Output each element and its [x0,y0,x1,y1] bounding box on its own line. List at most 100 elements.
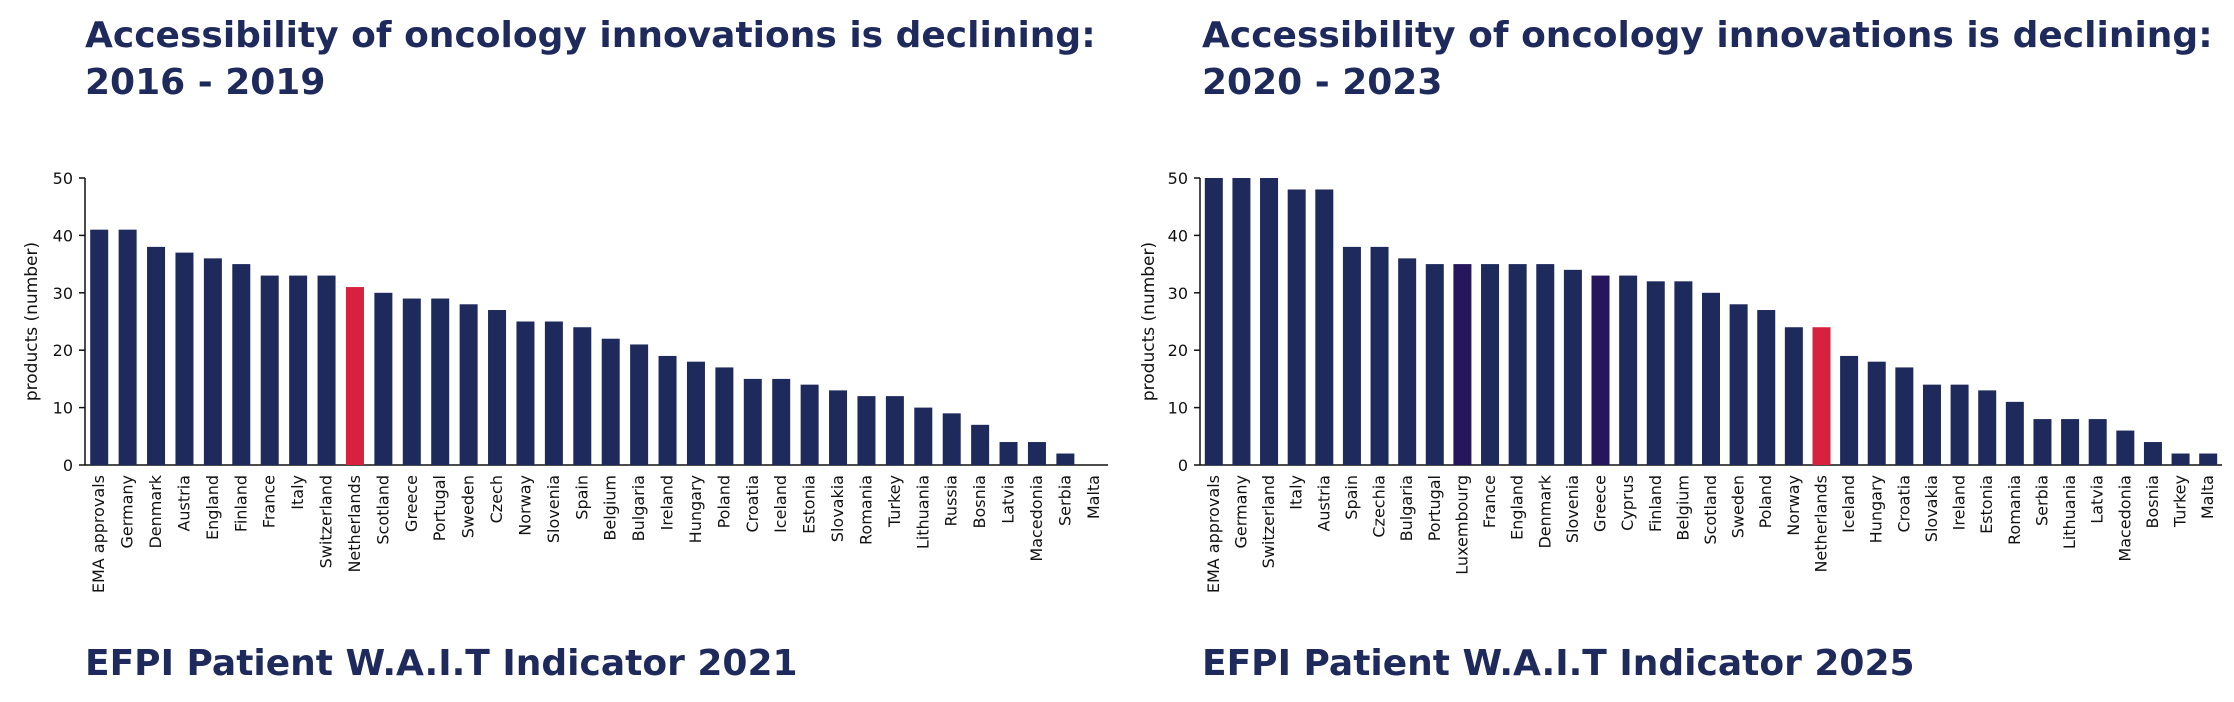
bar-ireland [1950,384,1969,465]
x-tick-label-serbia: Serbia [1055,475,1074,526]
chart-title: Accessibility of oncology innovations is… [1202,12,2213,106]
x-tick-label-sweden: Sweden [459,475,478,538]
x-tick-label-iceland: Iceland [1839,475,1858,533]
bar-cyprus [1619,275,1638,465]
x-tick-label-belgium: Belgium [1673,475,1692,541]
x-tick-label-scotland: Scotland [373,475,392,545]
bar-czechia [1370,246,1389,465]
x-tick-label-czechia: Czechia [1370,475,1389,538]
bar-norway [516,321,535,465]
x-tick-label-france: France [1480,475,1499,528]
x-tick-label-cyprus: Cyprus [1618,475,1637,531]
bar-austria [1315,189,1334,466]
bar-austria [175,252,194,465]
bar-slovenia [544,321,563,465]
chart-footer: EFPI Patient W.A.I.T Indicator 2021 [85,643,798,684]
bar-ema-approvals [1204,178,1223,465]
chart-panel-2020-2023: Accessibility of oncology innovations is… [1117,0,2234,702]
x-tick-label-latvia: Latvia [999,475,1018,524]
chart-title-line2: 2016 - 2019 [85,62,326,103]
x-tick-label-ireland: Ireland [1950,475,1969,530]
x-tick-label-spain: Spain [1342,475,1361,520]
x-tick-label-portugal: Portugal [1425,475,1444,541]
bar-germany [1232,178,1251,465]
y-tick-label: 40 [53,226,73,245]
x-tick-label-finland: Finland [1646,475,1665,532]
bar-ema-approvals [90,229,109,465]
bar-turkey [2171,453,2190,465]
y-tick-label: 20 [1168,341,1188,360]
bar-lithuania [2061,419,2080,465]
x-tick-label-romania: Romania [856,475,875,545]
x-tick-label-croatia: Croatia [743,475,762,533]
x-tick-label-serbia: Serbia [2032,475,2051,526]
chart-title-line1: Accessibility of oncology innovations is… [85,15,1096,56]
x-tick-label-turkey: Turkey [2171,475,2190,528]
x-tick-label-norway: Norway [515,475,534,536]
bar-croatia [743,378,762,465]
bar-bosnia [2143,442,2162,465]
y-tick-label: 50 [1168,169,1188,188]
x-tick-label-latvia: Latvia [2088,475,2107,524]
x-tick-label-france: France [260,475,279,528]
bar-scotland [1702,292,1720,465]
bar-bulgaria [630,344,649,465]
x-tick-label-austria: Austria [174,475,193,532]
bar-latvia [999,442,1018,465]
x-tick-label-england: England [1508,475,1527,540]
bar-bosnia [971,424,990,465]
x-tick-label-denmark: Denmark [146,474,165,548]
bar-bulgaria [1398,258,1417,465]
bar-macedonia [1027,442,1046,465]
y-tick-label: 0 [63,456,73,475]
bar-slovenia [1563,269,1582,465]
x-tick-label-slovenia: Slovenia [1563,475,1582,543]
bar-russia [942,413,961,465]
bar-malta [2199,453,2218,465]
bar-iceland [1840,355,1859,465]
bar-estonia [800,384,819,465]
x-tick-label-england: England [203,475,222,540]
x-tick-label-hungary: Hungary [686,475,705,543]
x-tick-label-ema-approvals: EMA approvals [89,475,108,593]
y-axis-label: products (number) [22,242,42,401]
x-tick-label-netherlands: Netherlands [1811,475,1830,573]
bar-slovakia [1922,384,1941,465]
bar-romania [2005,401,2024,465]
chart-footer: EFPI Patient W.A.I.T Indicator 2025 [1202,643,1915,684]
x-tick-label-slovakia: Slovakia [1922,475,1941,542]
y-tick-label: 50 [53,169,73,188]
x-tick-label-finland: Finland [231,475,250,532]
bar-italy [289,275,308,465]
bar-finland [232,264,251,465]
bar-lithuania [914,407,933,465]
x-tick-label-czech: Czech [487,475,506,523]
y-tick-label: 0 [1178,456,1188,475]
x-tick-label-denmark: Denmark [1535,474,1554,548]
chart-title-line2: 2020 - 2023 [1202,62,1443,103]
x-tick-label-italy: Italy [1287,475,1306,510]
x-tick-label-sweden: Sweden [1729,475,1748,538]
bar-chart-2020-2023: 0 10 20 30 40 50 products (number) EMA approval… [1139,169,2222,593]
x-tick-label-estonia: Estonia [1977,475,1996,534]
x-tick-label-switzerland: Switzerland [1259,475,1278,568]
x-tick-label-malta: Malta [2198,475,2217,519]
x-tick-label-macedonia: Macedonia [2115,475,2134,562]
bar-slovakia [829,390,848,465]
bar-germany [118,229,137,465]
chart-title-line1: Accessibility of oncology innovations is… [1202,15,2213,56]
bar-luxembourg [1453,264,1472,465]
bar-croatia [1895,367,1914,465]
chart-panel-2016-2019: Accessibility of oncology innovations is… [22,12,1108,684]
bar-denmark [1536,264,1555,465]
chart-title: Accessibility of oncology innovations is… [85,12,1096,106]
bar-belgium [1674,281,1693,465]
x-tick-label-norway: Norway [1784,475,1803,536]
x-tick-label-lithuania: Lithuania [2060,475,2079,549]
x-tick-label-russia: Russia [942,475,961,526]
x-tick-label-macedonia: Macedonia [1027,475,1046,562]
bar-greece [1591,275,1610,465]
bar-italy [1287,189,1306,466]
x-tick-label-austria: Austria [1314,475,1333,532]
y-tick-label: 10 [1168,399,1188,418]
